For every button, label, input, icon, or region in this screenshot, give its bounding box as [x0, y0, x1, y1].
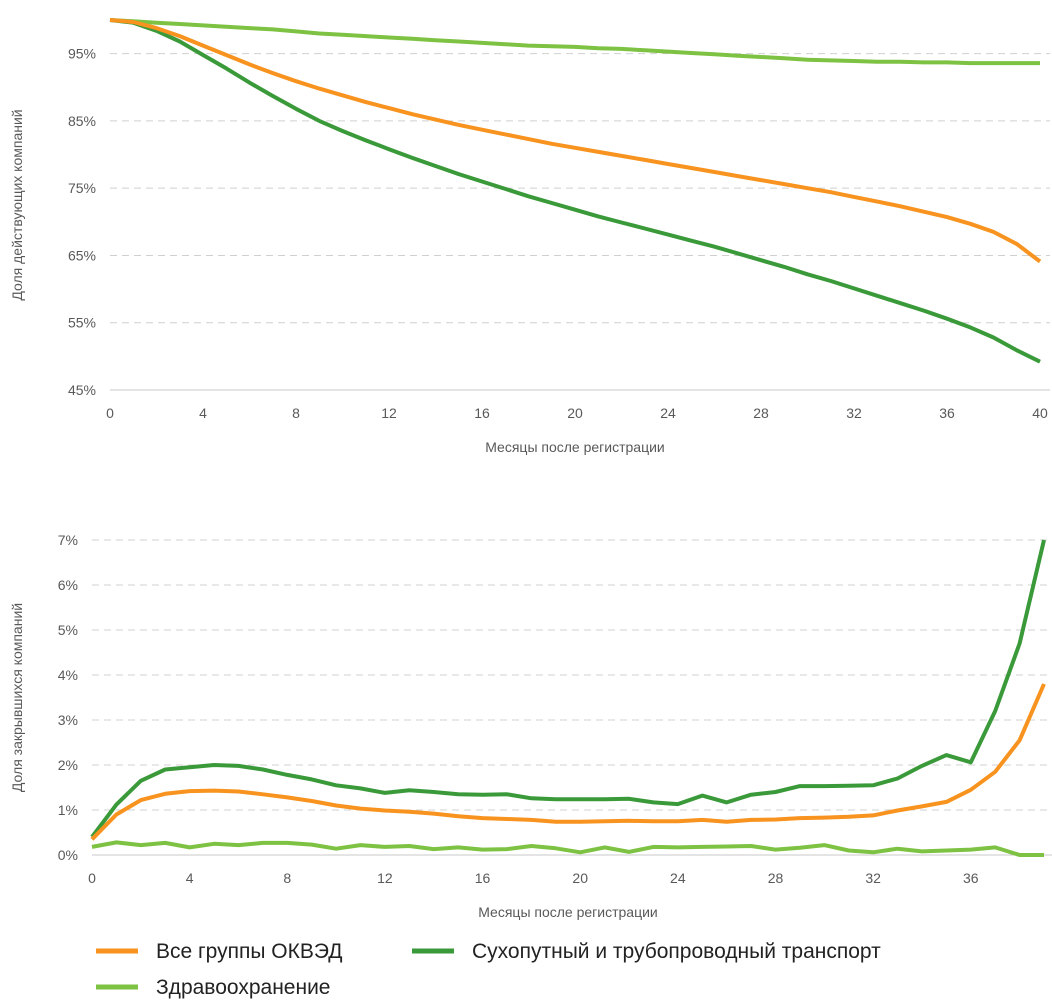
active-series-2-line: [109, 18, 1040, 66]
legend: Все группы ОКВЭД Сухопутный и трубопровод…: [96, 940, 881, 999]
closed-x-tick-label: 16: [475, 870, 491, 886]
closed-x-tick-label: 4: [186, 870, 194, 886]
active-x-tick-label: 0: [106, 405, 114, 421]
closed-series-2-line: [91, 840, 1044, 857]
legend-label-3: Здравоохранение: [156, 976, 330, 999]
active-series-0-line: [109, 18, 1042, 264]
closed-x-tick-label: 28: [768, 870, 784, 886]
closed-x-tick-label: 0: [88, 870, 96, 886]
active-x-tick-label: 20: [567, 405, 583, 421]
legend-label-1: Все группы ОКВЭД: [156, 940, 343, 963]
active-series-1-line: [109, 18, 1041, 364]
closed-y-tick-label: 1%: [58, 802, 78, 818]
closed-share-chart: 0% 1% 2% 3% 4% 5% 6% 7% 0 4 8 12 16 20 24 28 32 36 Месяцы …: [9, 532, 1052, 920]
active-x-tick-label: 24: [660, 405, 676, 421]
active-y-tick-label: 95%: [68, 46, 96, 62]
active-y-tick-label: 65%: [68, 247, 96, 263]
active-x-tick-label: 40: [1032, 405, 1048, 421]
closed-y-tick-label: 4%: [58, 667, 78, 683]
active-y-tick-label: 45%: [68, 382, 96, 398]
active-y-tick-label: 85%: [68, 113, 96, 129]
legend-label-2: Сухопутный и трубопроводный транспорт: [472, 940, 881, 963]
closed-x-tick-label: 32: [865, 870, 881, 886]
active-x-axis-title: Месяцы после регистрации: [485, 439, 665, 455]
active-x-tick-label: 32: [846, 405, 862, 421]
closed-x-tick-label: 20: [572, 870, 588, 886]
active-x-tick-label: 28: [753, 405, 769, 421]
closed-x-tick-label: 36: [963, 870, 979, 886]
closed-x-axis-title: Месяцы после регистрации: [478, 904, 658, 920]
active-y-tick-label: 55%: [68, 315, 96, 331]
active-x-tick-label: 8: [292, 405, 300, 421]
active-x-tick-label: 36: [939, 405, 955, 421]
closed-y-tick-label: 0%: [58, 847, 78, 863]
closed-x-tick-label: 8: [283, 870, 291, 886]
closed-x-tick-label: 12: [377, 870, 393, 886]
active-y-tick-label: 75%: [68, 180, 96, 196]
closed-y-tick-label: 3%: [58, 712, 78, 728]
active-y-axis-title: Доля действующих компаний: [9, 109, 25, 300]
active-x-tick-label: 12: [381, 405, 397, 421]
active-x-tick-label: 4: [199, 405, 207, 421]
closed-y-tick-label: 6%: [58, 577, 78, 593]
active-x-tick-label: 16: [474, 405, 490, 421]
closed-series-0-line: [90, 683, 1046, 841]
closed-y-axis-title: Доля закрывшихся компаний: [9, 603, 25, 792]
closed-x-tick-label: 24: [670, 870, 686, 886]
closed-y-tick-label: 5%: [58, 622, 78, 638]
closed-y-tick-label: 7%: [58, 532, 78, 548]
closed-series-1-line: [90, 539, 1046, 839]
active-share-chart: 45% 55% 65% 75% 85% 95% 0 4 8 12 16 20 24 28 32 36 40 Мес…: [9, 18, 1050, 455]
closed-y-tick-label: 2%: [58, 757, 78, 773]
